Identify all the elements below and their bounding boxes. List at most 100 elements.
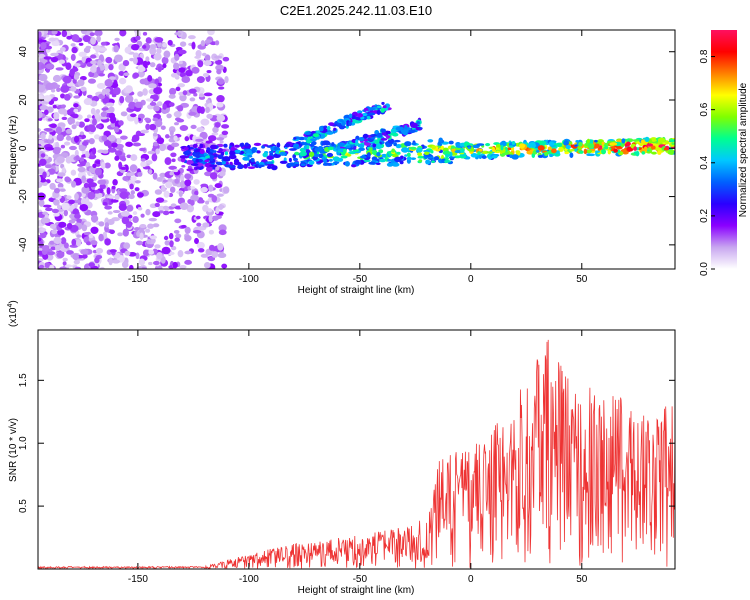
heatmap-cell	[417, 152, 423, 157]
heatmap-cell	[237, 163, 244, 170]
heatmap-cell	[154, 37, 164, 43]
heatmap-cell	[60, 104, 67, 109]
heatmap-cell	[196, 222, 202, 227]
heatmap-cell	[98, 221, 105, 227]
heatmap-cell	[375, 162, 381, 166]
heatmap-cell	[77, 166, 86, 173]
colorbar-tick-label: 0.2	[699, 209, 710, 223]
heatmap-cell	[38, 199, 45, 207]
heatmap-cell	[328, 122, 335, 126]
x-tick-label: 0	[468, 574, 474, 585]
heatmap-cell	[549, 153, 554, 158]
heatmap-cell	[294, 151, 300, 156]
heatmap-cell	[134, 180, 141, 184]
heatmap-cell	[204, 159, 210, 163]
heatmap-cell	[435, 149, 441, 152]
heatmap-cell	[71, 113, 79, 119]
heatmap-cell	[369, 147, 373, 152]
heatmap-cell	[83, 231, 91, 236]
heatmap-cell	[444, 160, 452, 163]
heatmap-cell	[114, 194, 120, 201]
heatmap-cell	[46, 251, 56, 256]
heatmap-cell	[38, 95, 44, 101]
heatmap-cell	[109, 229, 115, 235]
heatmap-cell	[124, 46, 132, 54]
heatmap-cell	[411, 142, 417, 145]
heatmap-cell	[57, 229, 65, 236]
heatmap-cell	[157, 82, 162, 87]
heatmap-cell	[196, 127, 205, 133]
heatmap-cell	[142, 249, 150, 257]
heatmap-cell	[59, 188, 66, 192]
heatmap-cell	[204, 54, 211, 62]
heatmap-cell	[61, 116, 68, 121]
heatmap-cell	[43, 56, 52, 60]
colorbar-label: Normalized spectral amplitude	[738, 82, 749, 217]
heatmap-cell	[391, 132, 399, 137]
heatmap-cell	[69, 213, 77, 219]
heatmap-cell	[460, 147, 465, 153]
heatmap-cell	[169, 240, 174, 248]
heatmap-cell	[53, 236, 62, 245]
heatmap-cell	[49, 240, 55, 245]
heatmap-cell	[485, 142, 491, 147]
heatmap-cell	[147, 75, 153, 82]
spectrogram-axes: -150 -100 -50 0 50 -40 -20 0 20 40	[18, 30, 675, 285]
heatmap-cell	[98, 47, 108, 52]
heatmap-cell	[200, 186, 208, 193]
heatmap-cell	[224, 151, 229, 156]
heatmap-cell	[153, 52, 162, 61]
heatmap-cell	[154, 189, 163, 195]
heatmap-cell	[346, 153, 352, 157]
heatmap-cell	[177, 250, 184, 258]
heatmap-cell	[161, 56, 169, 65]
heatmap-cell	[43, 128, 53, 132]
heatmap-cell	[136, 192, 144, 198]
heatmap-cell	[151, 153, 158, 162]
heatmap-cell	[569, 152, 574, 158]
heatmap-cell	[401, 147, 409, 153]
heatmap-cell	[179, 72, 186, 78]
y-tick-label: -20	[18, 189, 29, 204]
heatmap-cell	[84, 197, 90, 205]
heatmap-cell	[164, 157, 172, 166]
heatmap-cell	[174, 178, 180, 184]
heatmap-cell	[162, 205, 169, 210]
heatmap-cell	[40, 228, 47, 232]
heatmap-cell	[87, 78, 97, 84]
heatmap-cell	[246, 162, 251, 167]
heatmap-cell	[415, 126, 420, 131]
heatmap-cell	[180, 174, 185, 182]
x-tick-label: -100	[239, 574, 259, 585]
heatmap-cell	[112, 179, 118, 186]
heatmap-cell	[564, 151, 569, 155]
heatmap-cell	[122, 228, 129, 237]
heatmap-cell	[208, 214, 214, 223]
heatmap-cell	[74, 266, 82, 269]
heatmap-cell	[657, 150, 662, 155]
heatmap-cell	[219, 171, 226, 177]
heatmap-cell	[221, 161, 227, 165]
heatmap-cell	[393, 156, 402, 163]
heatmap-cell	[138, 66, 146, 72]
heatmap-cell	[353, 120, 362, 124]
heatmap-cell	[148, 83, 157, 89]
heatmap-cell	[352, 149, 360, 152]
heatmap-cell	[170, 152, 177, 158]
heatmap-cell	[78, 42, 84, 46]
heatmap-cell	[216, 101, 224, 108]
heatmap-cell	[555, 150, 560, 155]
heatmap-cell	[184, 234, 192, 242]
heatmap-cell	[118, 70, 125, 77]
heatmap-cell	[58, 59, 66, 64]
heatmap-cell	[45, 82, 55, 91]
heatmap-cell	[134, 116, 139, 125]
heatmap-cell	[586, 138, 591, 144]
heatmap-cell	[104, 205, 113, 210]
heatmap-cell	[323, 158, 328, 164]
heatmap-cell	[671, 142, 675, 145]
heatmap-cell	[70, 169, 77, 176]
heatmap-cell	[311, 140, 317, 146]
heatmap-cell	[152, 117, 159, 122]
heatmap-cell	[427, 139, 434, 143]
